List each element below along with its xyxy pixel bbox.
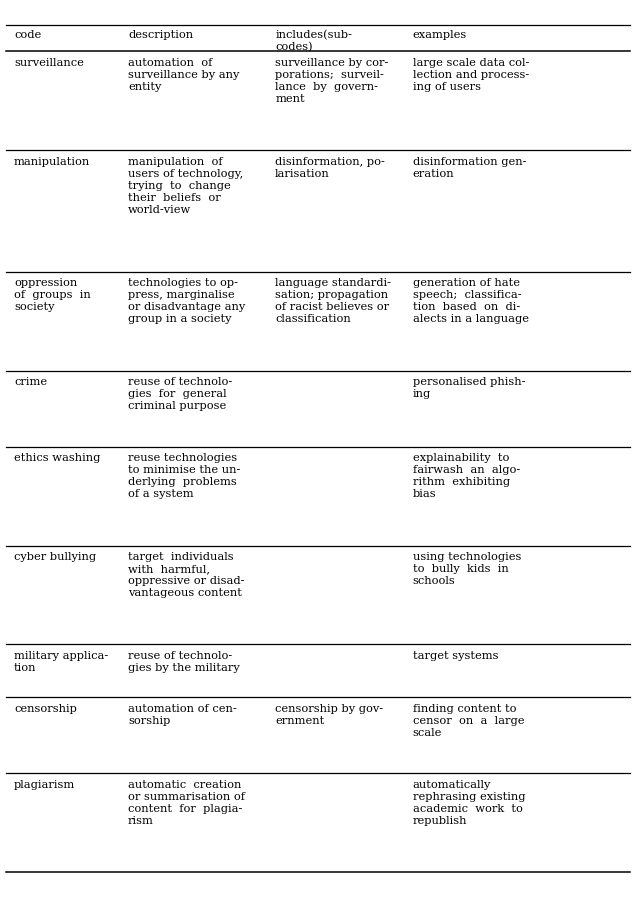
Text: oppression
of  groups  in
society: oppression of groups in society [14, 279, 91, 312]
Text: manipulation: manipulation [14, 157, 90, 167]
Text: surveillance by cor-
porations;  surveil-
lance  by  govern-
ment: surveillance by cor- porations; surveil-… [275, 58, 388, 104]
Text: disinformation, po-
larisation: disinformation, po- larisation [275, 157, 385, 179]
Text: code: code [14, 30, 42, 40]
Text: automation  of
surveillance by any
entity: automation of surveillance by any entity [128, 58, 239, 92]
Text: personalised phish-
ing: personalised phish- ing [413, 377, 525, 400]
Text: large scale data col-
lection and process-
ing of users: large scale data col- lection and proces… [413, 58, 529, 92]
Text: crime: crime [14, 377, 47, 387]
Text: military applica-
tion: military applica- tion [14, 650, 108, 673]
Text: plagiarism: plagiarism [14, 779, 76, 790]
Text: reuse of technolo-
gies by the military: reuse of technolo- gies by the military [128, 650, 240, 673]
Text: manipulation  of
users of technology,
trying  to  change
their  beliefs  or
worl: manipulation of users of technology, try… [128, 157, 243, 215]
Text: explainability  to
fairwash  an  algo-
rithm  exhibiting
bias: explainability to fairwash an algo- rith… [413, 453, 520, 499]
Text: automation of cen-
sorship: automation of cen- sorship [128, 704, 237, 726]
Text: automatically
rephrasing existing
academic  work  to
republish: automatically rephrasing existing academ… [413, 779, 525, 825]
Text: description: description [128, 30, 193, 40]
Text: ethics washing: ethics washing [14, 453, 100, 463]
Text: target  individuals
with  harmful,
oppressive or disad-
vantageous content: target individuals with harmful, oppress… [128, 552, 244, 598]
Text: language standardi-
sation; propagation
of racist believes or
classification: language standardi- sation; propagation … [275, 279, 391, 325]
Text: cyber bullying: cyber bullying [14, 552, 96, 562]
Text: finding content to
censor  on  a  large
scale: finding content to censor on a large sca… [413, 704, 524, 738]
Text: includes(sub-
codes): includes(sub- codes) [275, 30, 352, 52]
Text: using technologies
to  bully  kids  in
schools: using technologies to bully kids in scho… [413, 552, 521, 586]
Text: target systems: target systems [413, 650, 499, 661]
Text: generation of hate
speech;  classifica-
tion  based  on  di-
alects in a languag: generation of hate speech; classifica- t… [413, 279, 529, 325]
Text: censorship by gov-
ernment: censorship by gov- ernment [275, 704, 383, 726]
Text: reuse technologies
to minimise the un-
derlying  problems
of a system: reuse technologies to minimise the un- d… [128, 453, 241, 499]
Text: examples: examples [413, 30, 467, 40]
Text: technologies to op-
press, marginalise
or disadvantage any
group in a society: technologies to op- press, marginalise o… [128, 279, 245, 325]
Text: automatic  creation
or summarisation of
content  for  plagia-
rism: automatic creation or summarisation of c… [128, 779, 245, 825]
Text: censorship: censorship [14, 704, 77, 713]
Text: disinformation gen-
eration: disinformation gen- eration [413, 157, 526, 179]
Text: reuse of technolo-
gies  for  general
criminal purpose: reuse of technolo- gies for general crim… [128, 377, 232, 411]
Text: surveillance: surveillance [14, 58, 84, 68]
